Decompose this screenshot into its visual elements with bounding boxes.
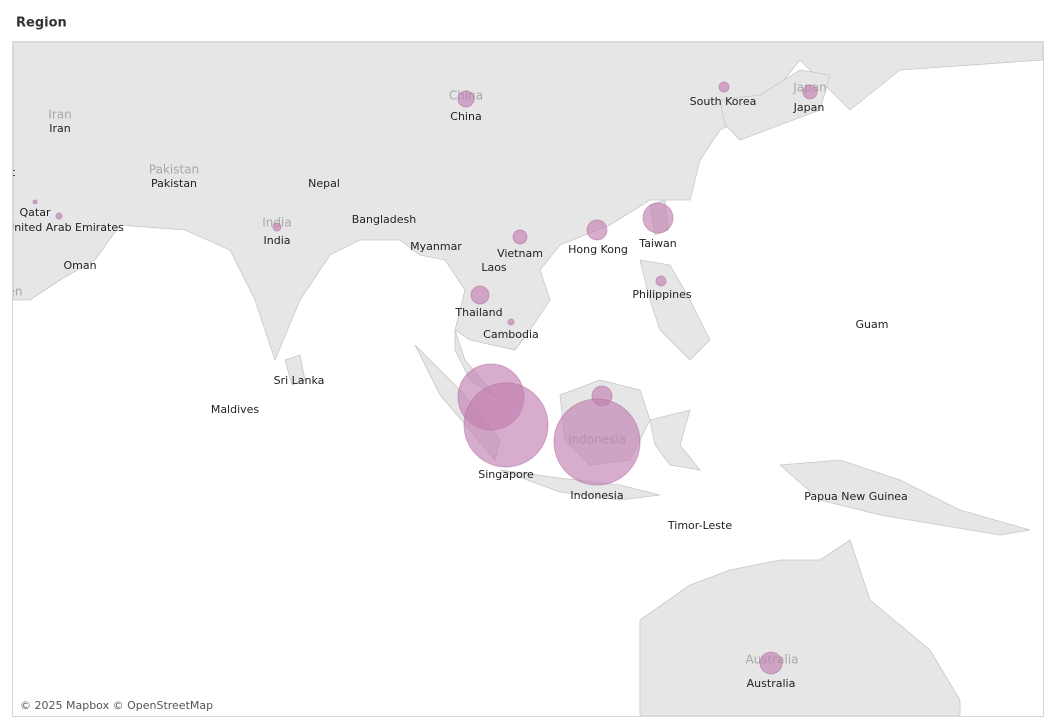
place-label: Maldives [211, 403, 260, 416]
place-label: Bangladesh [352, 213, 417, 226]
place-label: Oman [63, 259, 96, 272]
bubble [457, 90, 475, 108]
bubble [802, 84, 818, 100]
title: Region [16, 16, 67, 31]
bubble [272, 222, 282, 232]
place-labels: China South Korea Japan Kuwait Qatar United A… [0, 95, 908, 690]
bubble [642, 202, 674, 234]
bubbles [32, 81, 818, 675]
place-label: Papua New Guinea [804, 490, 908, 503]
place-label: Australia [747, 677, 796, 690]
place-label: Cambodia [483, 328, 539, 341]
place-label: Laos [481, 261, 507, 274]
bubble [759, 651, 783, 675]
place-label: Nepal [308, 177, 340, 190]
place-label: Guam [856, 318, 889, 331]
bubble [512, 229, 528, 245]
base-label: en [8, 285, 23, 299]
place-label: Qatar [20, 206, 51, 219]
bubble [718, 81, 730, 93]
place-label: Japan [793, 101, 825, 114]
bubble [586, 219, 608, 241]
base-label: Iran [48, 108, 71, 122]
place-label: Vietnam [497, 247, 543, 260]
bubble [470, 285, 490, 305]
bubble [655, 275, 667, 287]
bubble [55, 212, 63, 220]
place-label: Iran [49, 122, 71, 135]
place-label: Indonesia [570, 489, 623, 502]
place-label: Philippines [632, 288, 692, 301]
place-label: Kuwait [0, 166, 16, 179]
place-label: China [450, 110, 481, 123]
bubble [463, 382, 549, 468]
place-label: Sri Lanka [274, 374, 325, 387]
base-label: Pakistan [149, 163, 199, 177]
bubble [553, 398, 641, 486]
bubble [507, 318, 515, 326]
bubble [32, 199, 38, 205]
map: Iran Pakistan India China Japan Indonesia Aust… [0, 42, 1043, 716]
place-label: United Arab Emirates [6, 221, 124, 234]
place-label: Timor-Leste [667, 519, 732, 532]
place-label: South Korea [690, 95, 757, 108]
place-label: Thailand [454, 306, 502, 319]
place-label: Singapore [478, 468, 534, 481]
place-label: Pakistan [151, 177, 197, 190]
place-label: India [264, 234, 291, 247]
place-label: Taiwan [638, 237, 676, 250]
place-label: Hong Kong [568, 243, 628, 256]
attribution: © 2025 Mapbox © OpenStreetMap [20, 699, 213, 712]
place-label: Myanmar [410, 240, 462, 253]
